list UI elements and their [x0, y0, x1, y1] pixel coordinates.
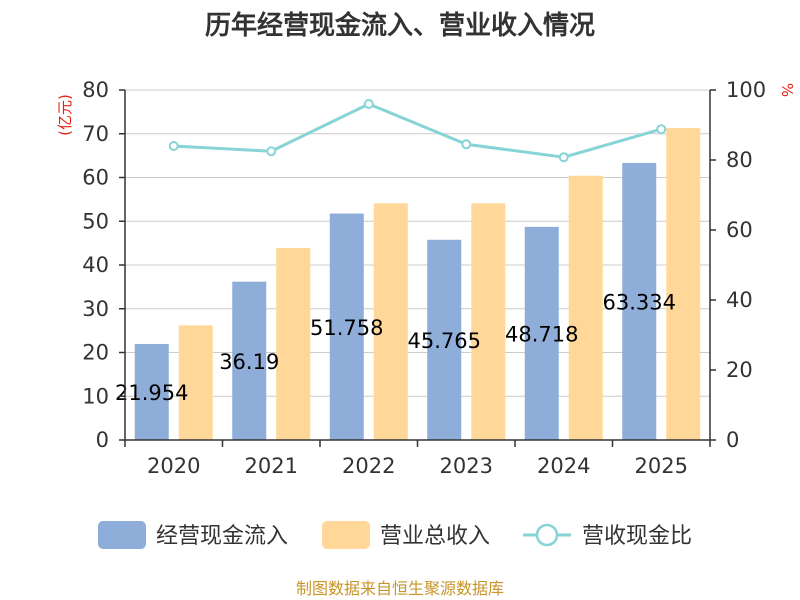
- right-tick-label: 100: [726, 78, 766, 102]
- bar-inflow: [329, 213, 364, 440]
- legend-label-ratio: 营收现金比: [582, 524, 692, 549]
- ratio-point: [363, 99, 374, 109]
- data-label-inflow: 51.758: [310, 316, 383, 340]
- left-tick-label: 60: [82, 166, 109, 190]
- legend-marker-ratio: [535, 523, 559, 547]
- bar-inflow: [524, 226, 559, 440]
- right-tick-label: 40: [726, 288, 753, 312]
- x-tick-label: 2022: [342, 454, 395, 478]
- bar-inflow: [232, 281, 267, 440]
- grid-lines: [125, 89, 710, 397]
- left-tick-label: 40: [82, 253, 109, 277]
- axes: 0 10 20 30 40 50 60 70 80 0 20 40 60 80 100 2020 2021 202…: [82, 78, 766, 478]
- bar-revenue: [178, 325, 213, 440]
- left-tick-label: 0: [96, 428, 109, 452]
- data-label-inflow: 36.19: [219, 350, 279, 374]
- bar-revenue: [568, 175, 603, 440]
- bar-inflow: [134, 343, 169, 440]
- ratio-line: [168, 99, 667, 163]
- chart-title: 历年经营现金流入、营业收入情况: [205, 10, 595, 41]
- data-label-inflow: 63.334: [603, 290, 676, 314]
- bar-revenue: [373, 203, 408, 440]
- data-label-inflow: 21.954: [115, 381, 188, 405]
- ratio-point: [461, 139, 472, 150]
- bar-revenue: [471, 203, 506, 440]
- legend-swatch-revenue: [322, 521, 370, 549]
- right-tick-label: 0: [726, 428, 739, 452]
- left-tick-label: 50: [82, 209, 109, 233]
- legend: 经营现金流入 营业总收入 营收现金比: [98, 521, 692, 549]
- right-tick-label: 60: [726, 218, 753, 242]
- x-tick-label: 2021: [245, 454, 298, 478]
- left-axis-unit: (亿元): [56, 94, 74, 136]
- left-tick-label: 20: [82, 341, 109, 365]
- right-tick-label: 80: [726, 148, 753, 172]
- left-tick-label: 30: [82, 297, 109, 321]
- left-tick-label: 80: [82, 78, 109, 102]
- legend-label-inflow: 经营现金流入: [156, 524, 288, 549]
- data-label-inflow: 45.765: [408, 329, 481, 353]
- ratio-point: [656, 124, 667, 135]
- data-labels: 21.954 36.19 51.758 45.765 48.718 63.334: [115, 290, 676, 405]
- x-tick-label: 2020: [147, 454, 200, 478]
- source-note: 制图数据来自恒生聚源数据库: [296, 579, 504, 598]
- x-tick-label: 2023: [440, 454, 493, 478]
- bar-inflow: [427, 239, 462, 440]
- left-tick-label: 70: [82, 122, 109, 146]
- bars: [134, 128, 701, 440]
- bar-revenue: [276, 247, 311, 440]
- legend-label-revenue: 营业总收入: [380, 524, 490, 549]
- ratio-point: [168, 141, 179, 151]
- ratio-point: [266, 146, 277, 157]
- x-tick-label: 2025: [635, 454, 688, 478]
- ratio-point: [558, 152, 569, 163]
- legend-swatch-inflow: [98, 521, 146, 549]
- x-tick-label: 2024: [537, 454, 590, 478]
- left-tick-label: 10: [82, 384, 109, 408]
- bar-revenue: [666, 128, 701, 440]
- right-tick-label: 20: [726, 358, 753, 382]
- data-label-inflow: 48.718: [505, 322, 578, 346]
- ratio-line-path: [173, 102, 662, 159]
- bar-inflow: [622, 162, 657, 440]
- right-axis-unit: %: [778, 83, 796, 97]
